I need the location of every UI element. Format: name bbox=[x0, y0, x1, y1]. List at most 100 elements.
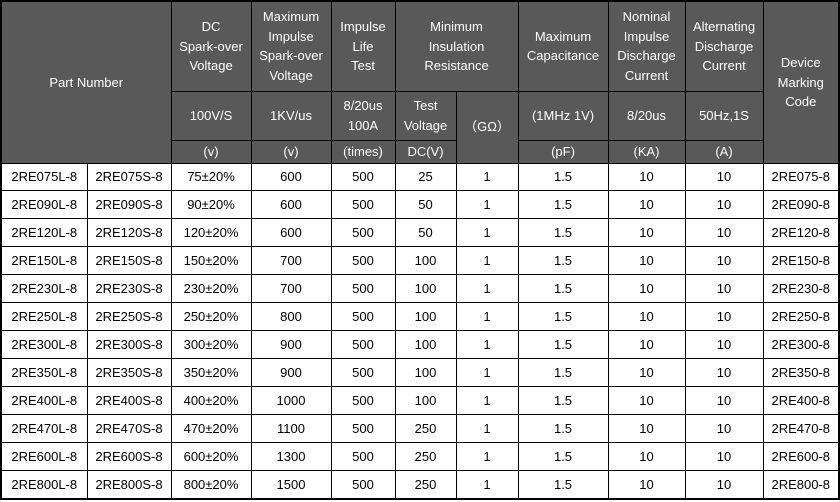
cell-capacitance: 1.5 bbox=[517, 246, 609, 276]
cell-part-number-l: 2RE075L-8 bbox=[0, 162, 88, 192]
cell-part-number-s: 2RE800S-8 bbox=[86, 469, 172, 500]
header-max-capacitance: Maximum Capacitance bbox=[517, 0, 609, 92]
table-row: 2RE250L-8 2RE250S-8 250±20% 800 500 100 1 1.5 10… bbox=[0, 302, 840, 332]
cell-dc-sparkover: 800±20% bbox=[170, 469, 252, 500]
cell-part-number-l: 2RE300L-8 bbox=[0, 330, 88, 359]
cell-nominal-discharge: 10 bbox=[607, 441, 686, 471]
cell-marking-code: 2RE150-8 bbox=[762, 246, 840, 276]
header-dc-sparkover-condition: 100V/S bbox=[170, 90, 252, 141]
cell-impulse-life: 500 bbox=[330, 190, 396, 220]
cell-insulation: 1 bbox=[455, 357, 519, 387]
cell-impulse-life: 500 bbox=[330, 162, 396, 192]
cell-test-voltage: 100 bbox=[394, 274, 457, 304]
cell-dc-sparkover: 350±20% bbox=[170, 357, 252, 387]
cell-max-impulse: 900 bbox=[250, 330, 332, 359]
header-row-titles: Part Number DC Spark-over Voltage Maximu… bbox=[0, 0, 840, 164]
header-test-voltage-unit: DC(V) bbox=[394, 139, 457, 164]
cell-impulse-life: 500 bbox=[330, 357, 396, 387]
header-impulse-life-unit: (times) bbox=[330, 139, 396, 164]
header-max-impulse-condition: 1KV/us bbox=[250, 90, 332, 141]
cell-test-voltage: 250 bbox=[394, 441, 457, 471]
cell-max-impulse: 1500 bbox=[250, 469, 332, 500]
cell-max-impulse: 600 bbox=[250, 218, 332, 248]
table-row: 2RE090L-8 2RE090S-8 90±20% 600 500 50 1 1.5 10 10… bbox=[0, 190, 840, 220]
cell-insulation: 1 bbox=[455, 274, 519, 304]
header-max-impulse-unit: (v) bbox=[250, 139, 332, 164]
cell-part-number-l: 2RE090L-8 bbox=[0, 190, 88, 220]
cell-nominal-discharge: 10 bbox=[607, 385, 686, 415]
cell-marking-code: 2RE075-8 bbox=[762, 162, 840, 192]
cell-marking-code: 2RE350-8 bbox=[762, 357, 840, 387]
cell-marking-code: 2RE470-8 bbox=[762, 413, 840, 443]
cell-part-number-s: 2RE150S-8 bbox=[86, 246, 172, 276]
header-nominal-impulse-unit: (KA) bbox=[607, 139, 686, 164]
cell-nominal-discharge: 10 bbox=[607, 218, 686, 248]
cell-alternating-discharge: 10 bbox=[684, 441, 764, 471]
header-min-insulation-resistance: Minimum Insulation Resistance bbox=[394, 0, 519, 92]
cell-max-impulse: 600 bbox=[250, 190, 332, 220]
cell-alternating-discharge: 10 bbox=[684, 469, 764, 500]
cell-marking-code: 2RE250-8 bbox=[762, 302, 840, 332]
cell-capacitance: 1.5 bbox=[517, 413, 609, 443]
cell-part-number-s: 2RE230S-8 bbox=[86, 274, 172, 304]
cell-dc-sparkover: 150±20% bbox=[170, 246, 252, 276]
cell-insulation: 1 bbox=[455, 218, 519, 248]
cell-max-impulse: 700 bbox=[250, 246, 332, 276]
cell-impulse-life: 500 bbox=[330, 302, 396, 332]
cell-insulation: 1 bbox=[455, 441, 519, 471]
cell-insulation: 1 bbox=[455, 330, 519, 359]
header-device-marking-code: Device Marking Code bbox=[762, 0, 840, 164]
cell-part-number-s: 2RE600S-8 bbox=[86, 441, 172, 471]
cell-alternating-discharge: 10 bbox=[684, 302, 764, 332]
cell-dc-sparkover: 600±20% bbox=[170, 441, 252, 471]
cell-max-impulse: 600 bbox=[250, 162, 332, 192]
cell-marking-code: 2RE230-8 bbox=[762, 274, 840, 304]
cell-insulation: 1 bbox=[455, 385, 519, 415]
cell-capacitance: 1.5 bbox=[517, 190, 609, 220]
header-part-number: Part Number bbox=[0, 0, 172, 164]
cell-marking-code: 2RE120-8 bbox=[762, 218, 840, 248]
cell-nominal-discharge: 10 bbox=[607, 246, 686, 276]
cell-nominal-discharge: 10 bbox=[607, 330, 686, 359]
cell-alternating-discharge: 10 bbox=[684, 246, 764, 276]
header-dc-sparkover-unit: (v) bbox=[170, 139, 252, 164]
cell-alternating-discharge: 10 bbox=[684, 385, 764, 415]
cell-alternating-discharge: 10 bbox=[684, 413, 764, 443]
header-test-voltage: Test Voltage bbox=[394, 90, 457, 141]
cell-part-number-l: 2RE250L-8 bbox=[0, 302, 88, 332]
cell-part-number-l: 2RE230L-8 bbox=[0, 274, 88, 304]
header-alternating-unit: (A) bbox=[684, 139, 764, 164]
cell-nominal-discharge: 10 bbox=[607, 162, 686, 192]
cell-impulse-life: 500 bbox=[330, 413, 396, 443]
header-dc-sparkover-voltage: DC Spark-over Voltage bbox=[170, 0, 252, 92]
header-max-impulse-sparkover-voltage: Maximum Impulse Spark-over Voltage bbox=[250, 0, 332, 92]
cell-capacitance: 1.5 bbox=[517, 441, 609, 471]
table-row: 2RE470L-8 2RE470S-8 470±20% 1100 500 250 1 1.5 1… bbox=[0, 413, 840, 443]
cell-part-number-s: 2RE090S-8 bbox=[86, 190, 172, 220]
cell-part-number-s: 2RE120S-8 bbox=[86, 218, 172, 248]
cell-part-number-l: 2RE150L-8 bbox=[0, 246, 88, 276]
table-row: 2RE800L-8 2RE800S-8 800±20% 1500 500 250 1 1.5 1… bbox=[0, 469, 840, 500]
cell-impulse-life: 500 bbox=[330, 274, 396, 304]
cell-marking-code: 2RE090-8 bbox=[762, 190, 840, 220]
cell-alternating-discharge: 10 bbox=[684, 190, 764, 220]
cell-test-voltage: 250 bbox=[394, 469, 457, 500]
cell-part-number-s: 2RE400S-8 bbox=[86, 385, 172, 415]
header-impulse-life-condition: 8/20us 100A bbox=[330, 90, 396, 141]
cell-nominal-discharge: 10 bbox=[607, 413, 686, 443]
cell-capacitance: 1.5 bbox=[517, 330, 609, 359]
cell-part-number-s: 2RE350S-8 bbox=[86, 357, 172, 387]
cell-test-voltage: 100 bbox=[394, 330, 457, 359]
cell-dc-sparkover: 400±20% bbox=[170, 385, 252, 415]
cell-dc-sparkover: 90±20% bbox=[170, 190, 252, 220]
cell-part-number-l: 2RE350L-8 bbox=[0, 357, 88, 387]
cell-test-voltage: 100 bbox=[394, 385, 457, 415]
header-row-units: (v) (v) (times) DC(V) (pF) (KA) (A) bbox=[1, 139, 839, 164]
table-row: 2RE400L-8 2RE400S-8 400±20% 1000 500 100 1 1.5 1… bbox=[0, 385, 840, 415]
cell-capacitance: 1.5 bbox=[517, 218, 609, 248]
cell-alternating-discharge: 10 bbox=[684, 357, 764, 387]
cell-impulse-life: 500 bbox=[330, 469, 396, 500]
header-capacitance-unit: (pF) bbox=[517, 139, 609, 164]
cell-test-voltage: 100 bbox=[394, 357, 457, 387]
